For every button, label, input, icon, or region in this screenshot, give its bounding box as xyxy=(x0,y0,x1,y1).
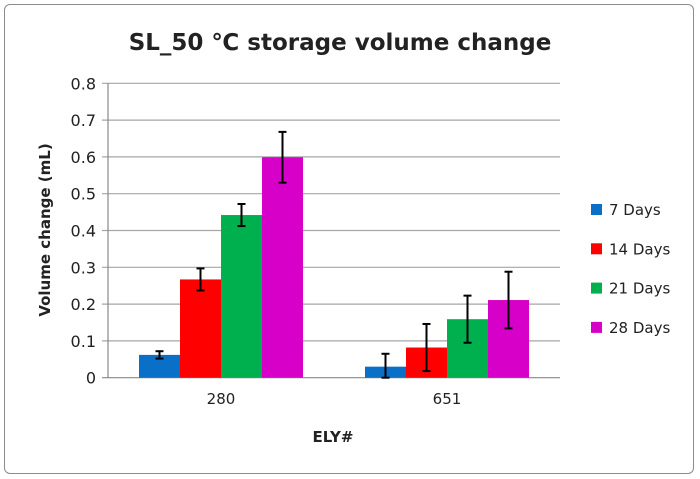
bar-7-days xyxy=(139,354,180,378)
legend-label: 21 Days xyxy=(609,280,670,298)
legend-swatch xyxy=(591,204,602,215)
y-tick-label: 0.6 xyxy=(71,148,96,167)
y-tick-label: 0.1 xyxy=(71,332,96,351)
x-tick-label: 280 xyxy=(207,390,236,408)
bar-14-days xyxy=(180,279,221,378)
bar-28-days xyxy=(262,157,303,378)
y-tick-label: 0.8 xyxy=(71,74,96,93)
y-tick-label: 0.4 xyxy=(71,222,96,241)
y-tick-label: 0.7 xyxy=(71,111,96,130)
y-axis-label: Volume change (mL) xyxy=(36,143,54,316)
legend-swatch xyxy=(591,243,602,255)
x-tick-label: 651 xyxy=(433,390,462,408)
legend-label: 28 Days xyxy=(609,319,670,337)
legend-swatch xyxy=(591,282,602,294)
y-tick-label: 0 xyxy=(86,369,96,388)
chart-frame xyxy=(4,4,694,474)
legend-label: 7 Days xyxy=(609,201,661,219)
y-tick-label: 0.2 xyxy=(71,295,96,314)
x-axis-label: ELY# xyxy=(313,428,354,446)
legend-swatch xyxy=(591,321,602,333)
y-tick-label: 0.3 xyxy=(71,258,96,277)
y-tick-label: 0.5 xyxy=(71,185,96,204)
bar-21-days xyxy=(221,215,262,378)
chart-title: SL_50 ℃ storage volume change xyxy=(129,30,552,56)
legend-label: 14 Days xyxy=(609,240,670,258)
